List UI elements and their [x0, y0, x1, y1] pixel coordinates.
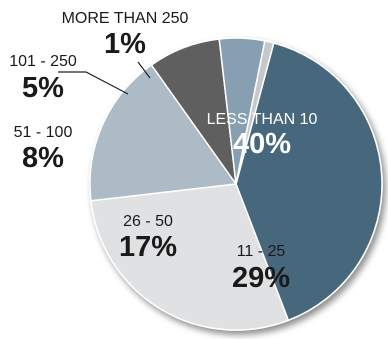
slice-value-51-100: 8% — [22, 142, 64, 174]
slice-value-more-than-250: 1% — [104, 28, 146, 60]
leader-line-101-250 — [58, 71, 129, 95]
slice-value-26-50: 17% — [119, 231, 177, 263]
leader-lines — [58, 61, 151, 95]
pie-slice-more-than-250 — [235, 40, 275, 185]
slice-label-less-than-10: LESS THAN 10 — [207, 111, 318, 128]
pie-slice-less-than-10 — [235, 42, 383, 322]
slice-label-101-250: 101 - 250 — [9, 53, 77, 70]
slice-value-less-than-10: 40% — [233, 128, 291, 160]
slice-label-51-100: 51 - 100 — [14, 124, 73, 141]
slice-label-26-50: 26 - 50 — [123, 213, 173, 230]
slice-label-11-25: 11 - 25 — [237, 243, 286, 260]
pie-slices — [89, 37, 383, 331]
pie-slice-11-25 — [90, 183, 290, 331]
pie-slice-26-50 — [89, 64, 237, 202]
slice-value-11-25: 29% — [232, 262, 290, 294]
slice-label-more-than-250: MORE THAN 250 — [62, 10, 189, 27]
slice-value-101-250: 5% — [22, 72, 64, 104]
leader-line-more-than-250 — [137, 61, 151, 79]
